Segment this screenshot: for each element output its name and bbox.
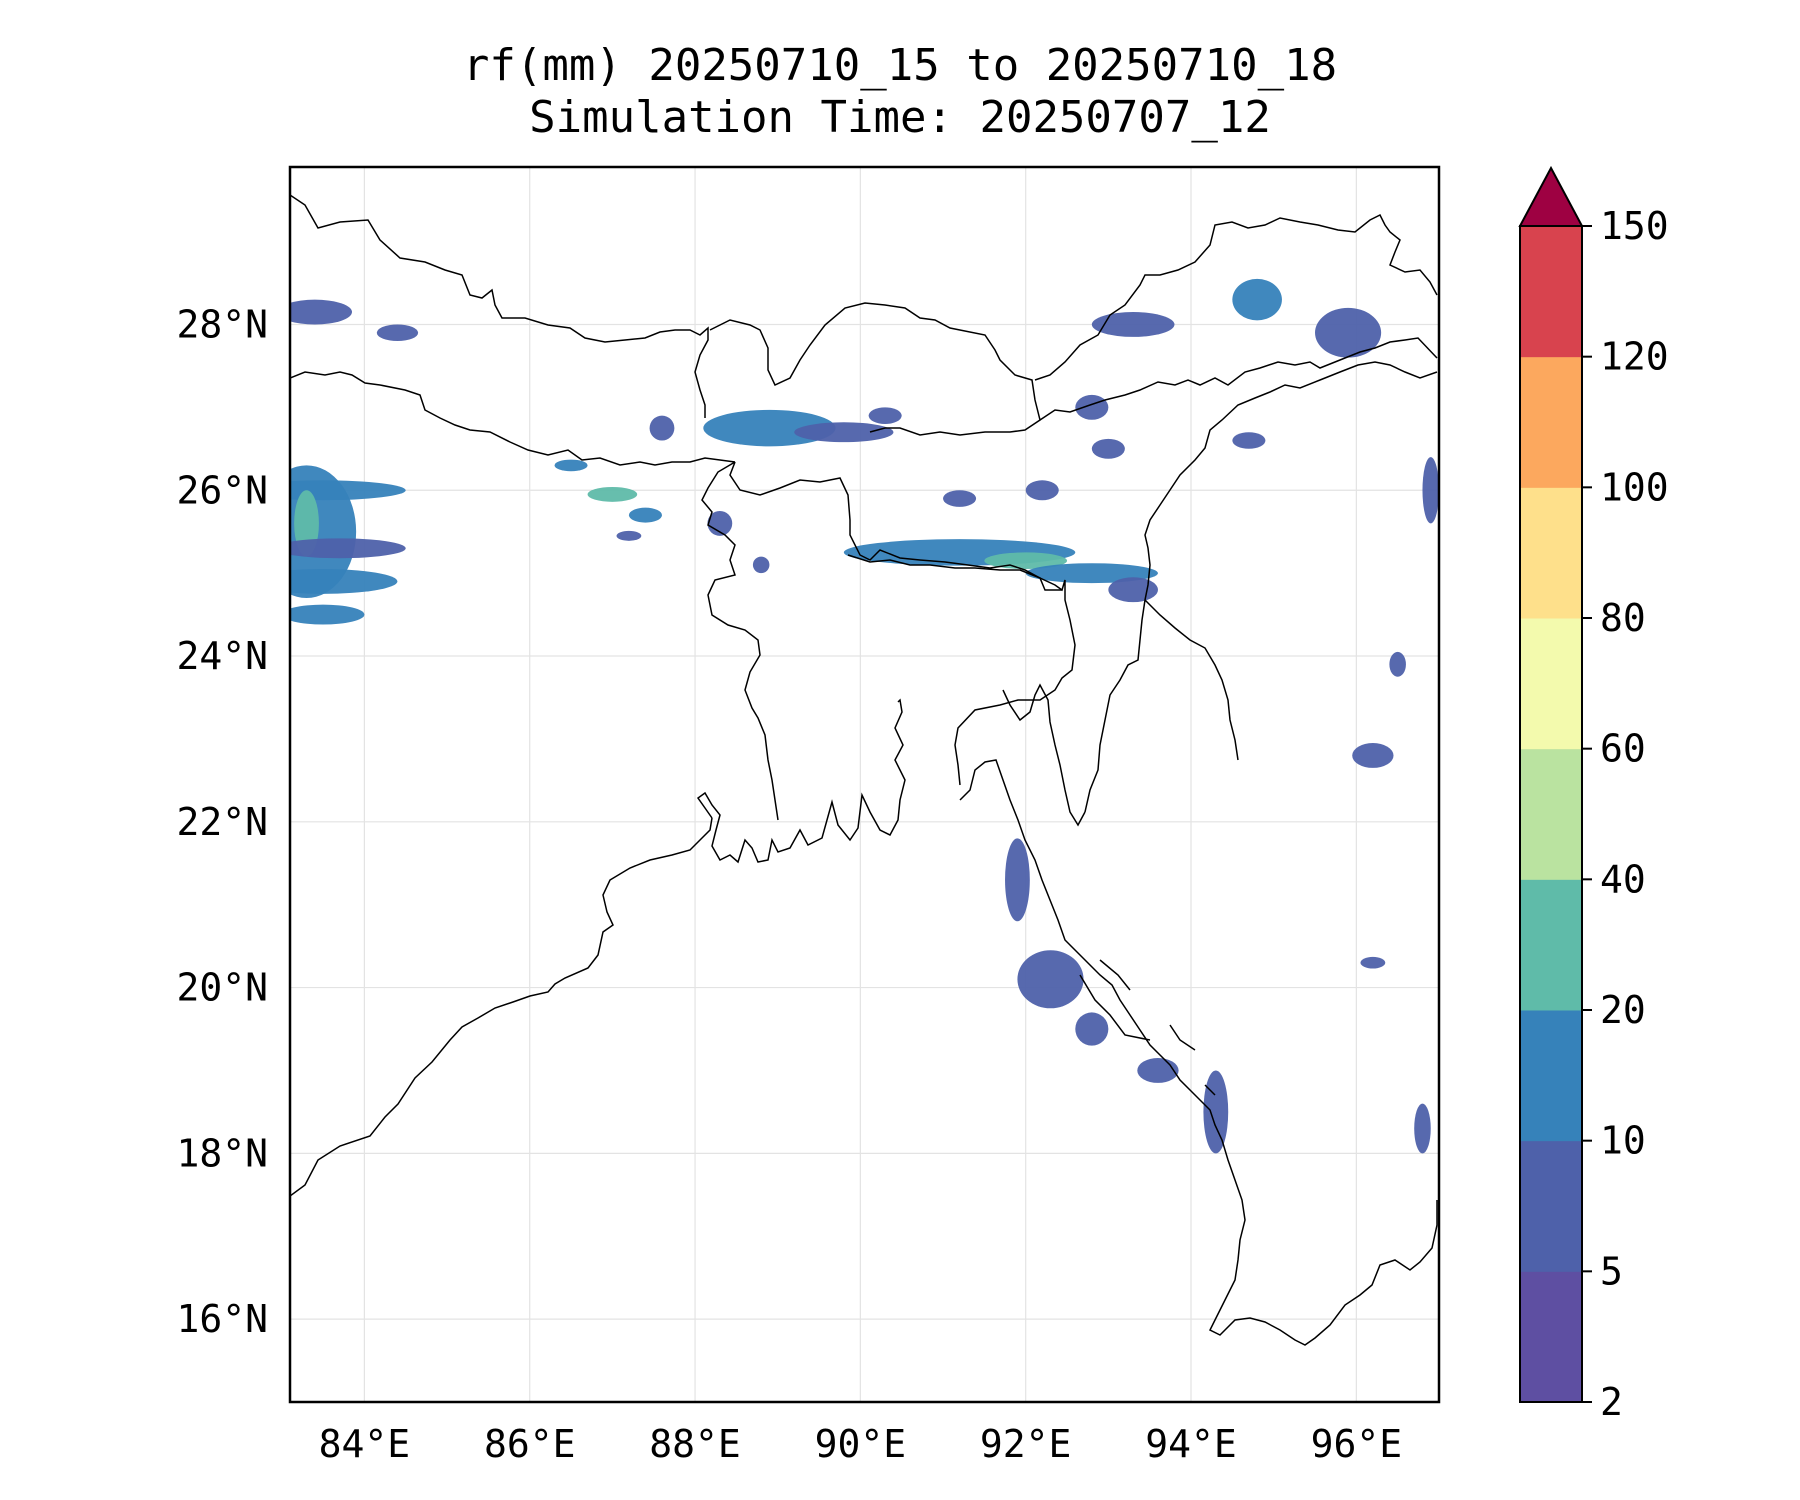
colorbar-tick-label: 60	[1600, 727, 1646, 771]
border-myanmar	[1084, 361, 1438, 813]
figure-title-line1: rf(mm) 20250710_15 to 20250710_18	[462, 40, 1338, 91]
rain-cell	[794, 422, 894, 443]
border-arunachal	[1034, 213, 1438, 381]
lon-tick-label: 96°E	[1311, 1422, 1403, 1466]
rain-cell	[1315, 307, 1382, 358]
rain-cell	[290, 604, 365, 625]
colorbar-segment	[1520, 879, 1582, 1011]
rain-cell	[1091, 312, 1175, 337]
coastline-rakhine	[1079, 959, 1216, 1096]
coastline-chittagong	[959, 759, 1438, 1346]
rain-cell	[1005, 838, 1030, 922]
rainfall-field	[290, 278, 1439, 1154]
rain-cell	[616, 530, 642, 541]
rain-cell	[649, 415, 675, 441]
lon-tick-label: 94°E	[1145, 1422, 1237, 1466]
border-assam-arunachal	[1039, 337, 1438, 421]
lon-tick-label: 88°E	[649, 1422, 741, 1466]
rain-cell	[752, 556, 770, 574]
coastline-india-east	[290, 817, 713, 1197]
rain-cell	[868, 407, 902, 424]
rain-cell	[1075, 1012, 1109, 1046]
rain-cell	[1352, 743, 1394, 768]
rain-cell	[1137, 1058, 1179, 1083]
lon-tick-label: 86°E	[484, 1422, 576, 1466]
colorbar-segment	[1520, 618, 1582, 750]
rain-cell	[554, 459, 588, 472]
rain-cell	[1017, 950, 1084, 1009]
colorbar-segment	[1520, 1271, 1582, 1403]
figure-title-line2: Simulation Time: 20250707_12	[529, 92, 1271, 143]
lon-tick-label: 92°E	[980, 1422, 1072, 1466]
rain-cell	[707, 510, 733, 536]
coastlines-borders	[290, 194, 1438, 1346]
border-meghalaya	[847, 554, 1062, 591]
coastline-sundarbans	[696, 698, 906, 864]
colorbar-tick-label: 10	[1600, 1119, 1646, 1163]
colorbar-segment	[1520, 1010, 1582, 1142]
rain-cell	[1091, 438, 1125, 459]
colorbar-tick-label: 120	[1600, 335, 1669, 379]
rain-cell	[290, 299, 352, 325]
lat-tick-label: 26°N	[176, 468, 268, 512]
map-frame	[288, 165, 1441, 1404]
rain-cell	[1389, 651, 1406, 677]
rain-cell	[1203, 1070, 1229, 1154]
rain-cell	[1025, 480, 1059, 501]
lon-tick-label: 90°E	[815, 1422, 907, 1466]
rain-cell	[1232, 278, 1282, 321]
rain-cell	[943, 490, 977, 507]
colorbar-frame	[1519, 225, 1583, 1403]
border-bhutan	[709, 302, 1041, 436]
rain-cell	[984, 552, 1068, 569]
colorbar-tick-label: 100	[1600, 465, 1669, 509]
rain-cell	[1414, 1103, 1431, 1154]
colorbar-segment	[1520, 226, 1582, 358]
lat-tick-label: 18°N	[176, 1131, 268, 1175]
lat-tick-label: 20°N	[176, 966, 268, 1010]
border-nepal-south	[290, 371, 736, 466]
colorbar-tick-label: 2	[1600, 1380, 1623, 1424]
rain-cell	[1075, 394, 1109, 420]
border-tripura	[1002, 683, 1086, 827]
axis-ticks: 84°E 86°E 88°E 90°E 92°E 94°E 96°E 16°N 18°N 20°N…	[176, 302, 1402, 1466]
colorbar-tick-label: 80	[1600, 596, 1646, 640]
border-manipur	[1144, 599, 1239, 761]
colorbar-segment	[1520, 1140, 1582, 1272]
rain-cell	[290, 538, 406, 559]
border-bangladesh-west	[701, 461, 779, 821]
colorbar-segment	[1520, 356, 1582, 488]
lat-tick-label: 28°N	[176, 302, 268, 346]
rain-cell	[1108, 577, 1158, 603]
colorbar-tick-label: 150	[1600, 204, 1669, 248]
border-bangladesh	[729, 461, 1076, 786]
lat-tick-label: 22°N	[176, 800, 268, 844]
colorbar-segment	[1520, 748, 1582, 880]
rain-cell	[1422, 457, 1439, 524]
rain-cell	[1360, 956, 1386, 969]
lat-tick-label: 24°N	[176, 634, 268, 678]
colorbar-tick-label: 40	[1600, 857, 1646, 901]
colorbar-segment	[1520, 487, 1582, 619]
lat-tick-label: 16°N	[176, 1297, 268, 1341]
rain-cell	[376, 324, 419, 342]
gridlines	[290, 167, 1439, 1402]
rain-cell	[628, 507, 662, 523]
rain-cell	[587, 486, 638, 502]
colorbar-tick-label: 20	[1600, 988, 1646, 1032]
lon-tick-label: 84°E	[319, 1422, 411, 1466]
colorbar-extend-arrow	[1518, 165, 1584, 227]
colorbar-tick-label: 5	[1600, 1249, 1623, 1293]
colorbar: 2 5 10 20 40 60 80 100 120 150	[1518, 165, 1669, 1424]
border-nepal	[290, 194, 709, 418]
rain-cell	[290, 569, 398, 594]
rain-cell	[1232, 432, 1266, 449]
